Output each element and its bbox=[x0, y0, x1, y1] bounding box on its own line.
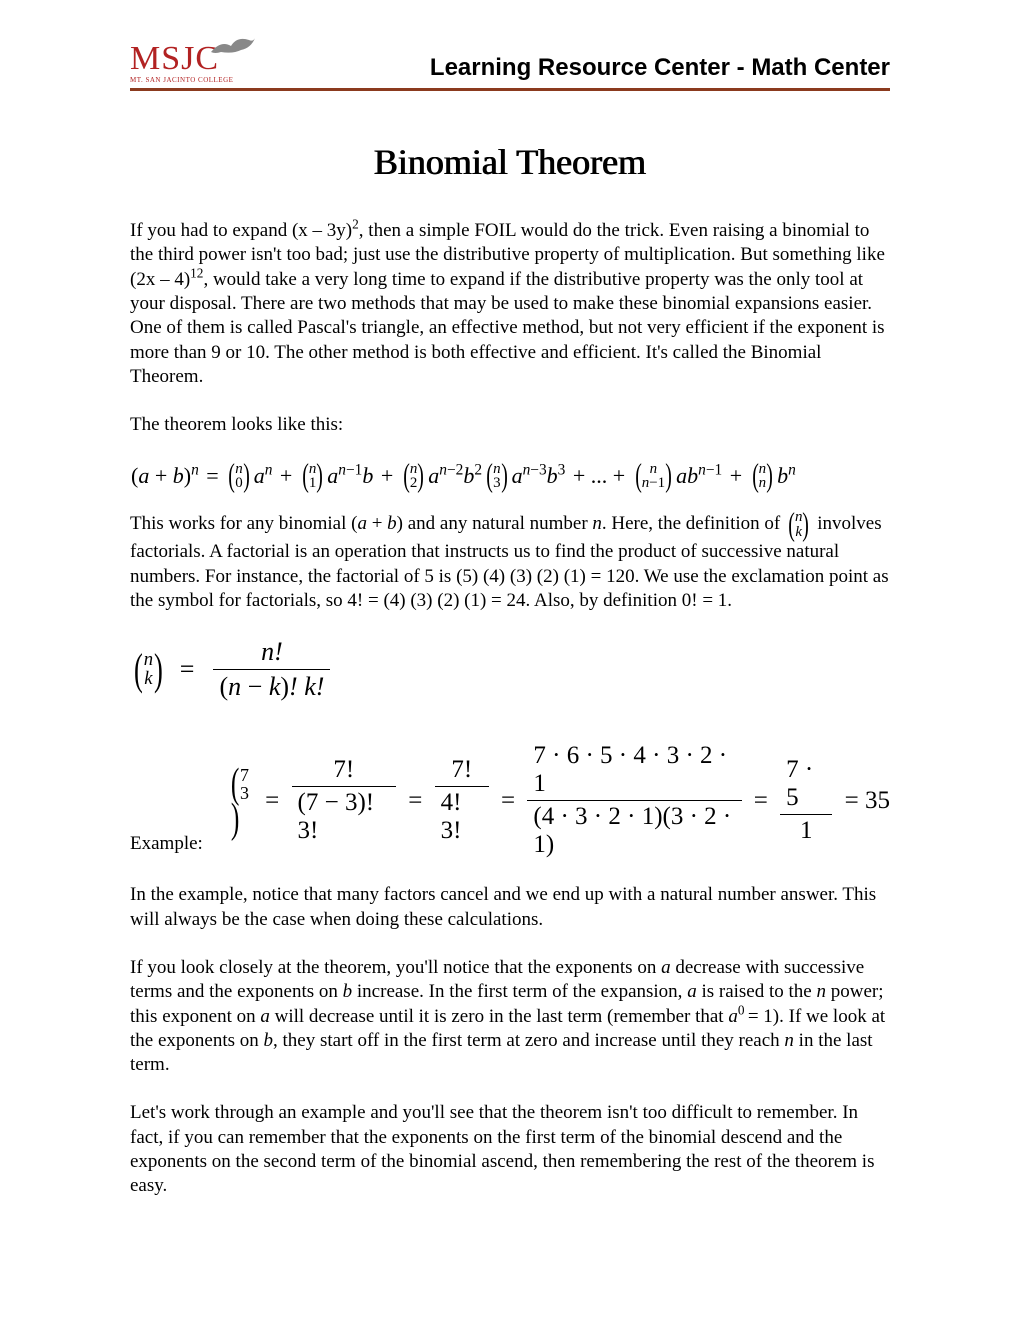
intro-paragraph: If you had to expand (x – 3y)2, then a s… bbox=[130, 219, 890, 389]
binom-nk-inline: (nk) bbox=[786, 509, 811, 540]
example-label: Example: bbox=[130, 833, 203, 859]
page-header: MSJC MT. SAN JACINTO COLLEGE Learning Re… bbox=[130, 40, 890, 91]
eagle-icon bbox=[209, 32, 257, 60]
example-formula: (73) = 7!(7 − 3)! 3! = 7!4! 3! = 7 · 6 ·… bbox=[227, 742, 890, 859]
binomial-theorem-formula: (a + b)n = (n0) an + (n1) an−1b + (n2) a… bbox=[130, 462, 890, 492]
theorem-intro: The theorem looks like this: bbox=[130, 413, 890, 437]
closing-paragraph: Let's work through an example and you'll… bbox=[130, 1101, 890, 1198]
logo-text: MSJC bbox=[130, 40, 219, 78]
header-title: Learning Resource Center - Math Center bbox=[430, 54, 890, 84]
example-note: In the example, notice that many factors… bbox=[130, 883, 890, 932]
example-row: Example: (73) = 7!(7 − 3)! 3! = 7!4! 3! … bbox=[130, 742, 890, 859]
binomial-coefficient-definition: (nk) = n!(n − k)! k! bbox=[130, 637, 890, 702]
logo: MSJC MT. SAN JACINTO COLLEGE bbox=[130, 40, 233, 84]
exponent-pattern-paragraph: If you look closely at the theorem, you'… bbox=[130, 956, 890, 1078]
definition-paragraph: This works for any binomial (a + b) and … bbox=[130, 509, 890, 613]
page-title: Binomial Theorem bbox=[130, 141, 890, 183]
